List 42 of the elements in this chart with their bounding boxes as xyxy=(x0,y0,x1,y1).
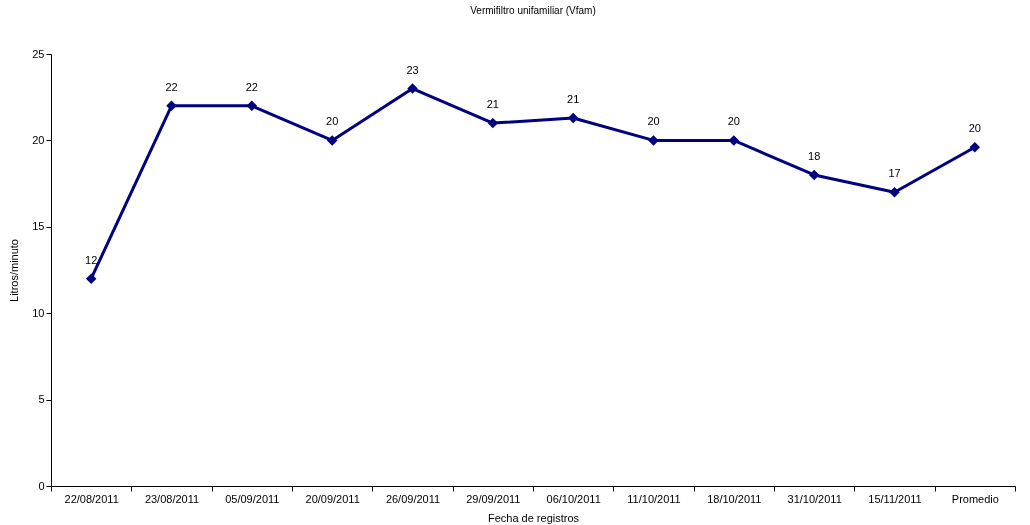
y-axis-title: Litros/minuto xyxy=(8,239,21,302)
x-tick-label: 31/10/2011 xyxy=(787,492,842,505)
point xyxy=(166,100,177,112)
x-tick-label: 26/09/2011 xyxy=(385,492,441,505)
point xyxy=(407,83,418,94)
chart-title: Vermifiltro unifamiliar (Vfam) xyxy=(470,5,596,16)
point xyxy=(648,135,659,146)
data-label: 17 xyxy=(888,167,901,180)
data-label: 23 xyxy=(406,63,419,76)
x-tick-label: 11/10/2011 xyxy=(627,492,681,505)
point xyxy=(969,142,981,153)
data-label: 22 xyxy=(165,80,178,93)
y-tick-label: 0 xyxy=(38,479,45,492)
point xyxy=(326,135,338,146)
data-label: 20 xyxy=(326,115,339,128)
x-tick-label: 06/10/2011 xyxy=(546,492,601,505)
data-label: 12 xyxy=(85,253,98,266)
x-tick-label: 20/09/2011 xyxy=(305,492,360,505)
point xyxy=(808,169,820,181)
data-label: 22 xyxy=(245,80,258,93)
y-tick-label: 20 xyxy=(32,133,45,146)
x-tick-label: 15/11/2011 xyxy=(868,492,922,505)
point xyxy=(246,100,258,112)
data-label: 21 xyxy=(567,92,580,105)
x-axis-title: Fecha de registros xyxy=(487,511,580,524)
point xyxy=(85,273,97,284)
x-tick-label: 29/09/2011 xyxy=(466,492,521,505)
data-label: 18 xyxy=(808,149,821,162)
data-label: 20 xyxy=(727,115,740,128)
data-label: 20 xyxy=(968,122,981,135)
x-tick-label: Promedio xyxy=(951,492,999,505)
x-tick-label: 22/08/2011 xyxy=(64,492,119,505)
y-tick-label: 25 xyxy=(32,47,45,60)
y-tick-label: 10 xyxy=(32,306,45,319)
y-tick-label: 15 xyxy=(32,220,45,233)
y-tick-label: 5 xyxy=(38,393,45,406)
x-tick-label: 23/08/2011 xyxy=(144,492,200,505)
data-label: 20 xyxy=(647,115,660,128)
x-tick-label: 18/10/2011 xyxy=(707,492,762,505)
x-tick-label: 05/09/2011 xyxy=(225,492,280,505)
point xyxy=(889,187,900,198)
data-label: 21 xyxy=(486,98,499,111)
